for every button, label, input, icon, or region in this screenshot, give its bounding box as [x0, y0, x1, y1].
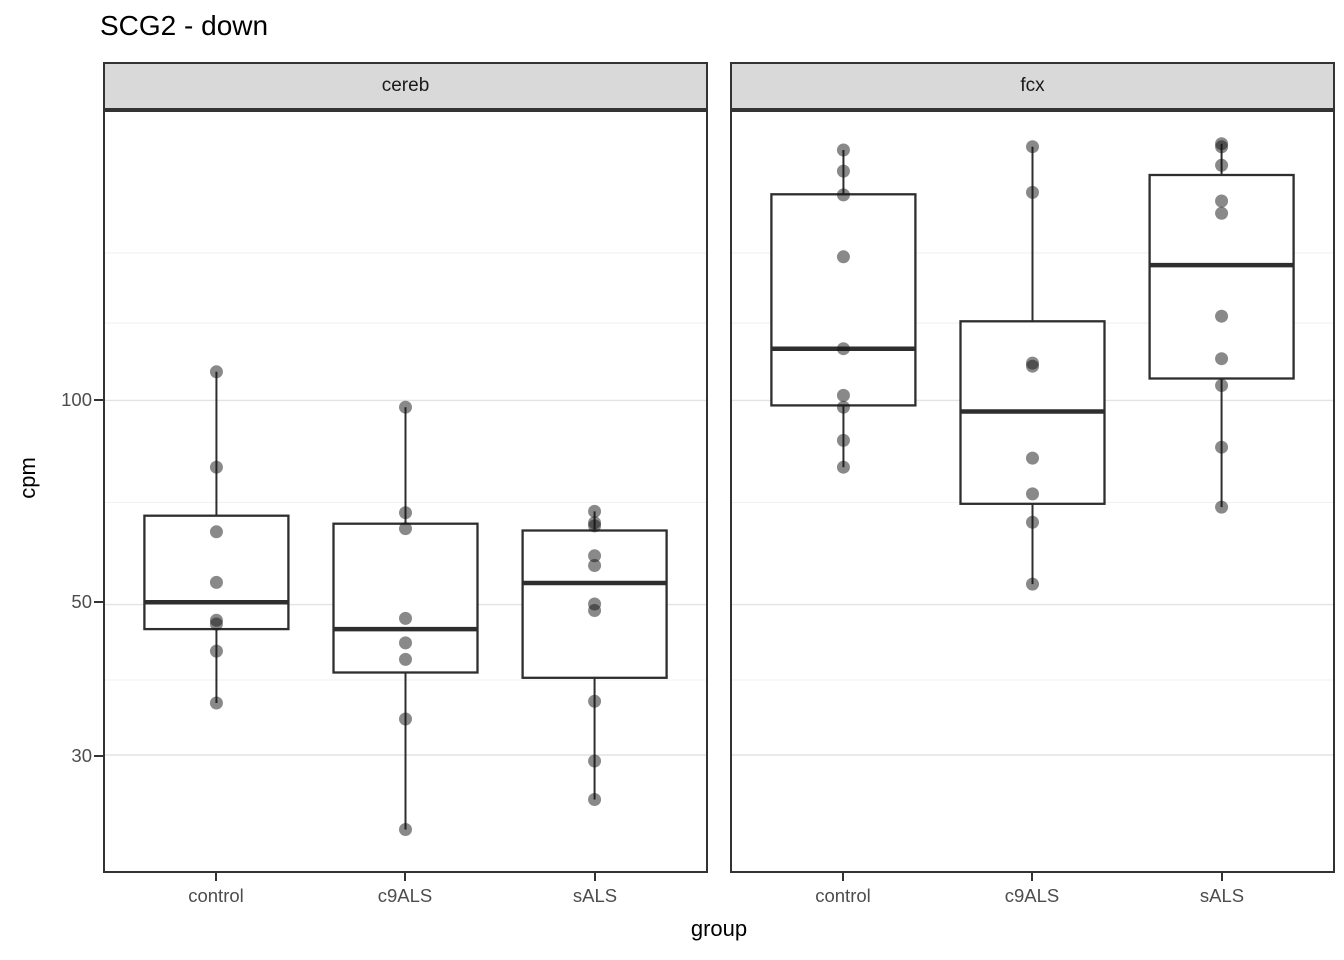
- y-tick-mark: [94, 399, 103, 401]
- box: [770, 193, 917, 407]
- x-tick-label: control: [815, 885, 871, 906]
- x-tick-mark: [404, 873, 406, 881]
- data-point: [588, 504, 602, 518]
- y-tick-mark: [94, 755, 103, 757]
- x-tick-label: sALS: [572, 885, 618, 906]
- data-point: [1215, 379, 1229, 392]
- box: [332, 522, 479, 674]
- panel-border: [730, 110, 1335, 873]
- data-point: [1026, 577, 1039, 591]
- data-point: [588, 694, 602, 708]
- data-point: [209, 696, 223, 710]
- facet-strip-label: cereb: [381, 75, 430, 96]
- panel-border: [103, 110, 708, 873]
- x-tick-mark: [215, 873, 217, 881]
- data-point: [588, 559, 602, 572]
- data-point: [1215, 158, 1229, 172]
- data-point: [836, 433, 850, 447]
- x-tick-label: c9ALS: [1004, 885, 1060, 906]
- data-point: [1026, 515, 1039, 529]
- y-tick-label: 100: [61, 389, 92, 410]
- data-point: [399, 611, 412, 625]
- data-point: [209, 365, 223, 379]
- x-tick-mark: [842, 873, 844, 881]
- x-tick-label: c9ALS: [377, 885, 433, 906]
- data-point: [209, 525, 223, 539]
- data-point: [1026, 359, 1039, 373]
- y-tick-mark: [94, 601, 103, 603]
- data-point: [836, 164, 850, 178]
- data-point: [1215, 500, 1229, 514]
- y-axis-title: cpm: [15, 457, 40, 499]
- data-point: [588, 604, 602, 617]
- data-point: [399, 522, 412, 536]
- data-point: [209, 460, 223, 474]
- data-point: [588, 519, 602, 533]
- data-point: [399, 636, 412, 650]
- data-point: [209, 644, 223, 658]
- data-point: [1026, 185, 1039, 199]
- data-point: [1026, 140, 1039, 154]
- boxplot-panel-cereb: [103, 110, 708, 873]
- data-point: [836, 388, 850, 402]
- data-point: [1026, 487, 1039, 501]
- data-point: [588, 549, 602, 563]
- y-tick-label: 50: [71, 591, 92, 612]
- data-point: [399, 400, 412, 414]
- chart-title: SCG2 - down: [100, 10, 269, 41]
- y-tick-label: 30: [71, 745, 92, 766]
- data-point: [399, 652, 412, 666]
- x-tick-mark: [1031, 873, 1033, 881]
- x-tick-label: control: [188, 885, 244, 906]
- data-point: [1026, 451, 1039, 465]
- data-point: [209, 575, 223, 589]
- facet-strip-cereb: cereb: [103, 62, 708, 110]
- data-point: [588, 793, 602, 806]
- data-point: [1215, 352, 1229, 366]
- facet-strip-label: fcx: [1020, 75, 1045, 96]
- data-point: [836, 188, 850, 202]
- data-point: [836, 342, 850, 356]
- data-point: [209, 617, 223, 631]
- data-point: [399, 712, 412, 726]
- data-point: [588, 754, 602, 768]
- data-point: [836, 250, 850, 264]
- data-point: [1215, 206, 1229, 220]
- data-point: [836, 400, 850, 414]
- data-point: [836, 143, 850, 157]
- data-point: [1215, 440, 1229, 454]
- boxplot-panel-fcx: [730, 110, 1335, 873]
- data-point: [399, 506, 412, 520]
- x-tick-mark: [594, 873, 596, 881]
- data-point: [1215, 140, 1229, 154]
- x-tick-label: sALS: [1199, 885, 1245, 906]
- data-point: [1215, 309, 1229, 323]
- x-tick-mark: [1221, 873, 1223, 881]
- data-point: [836, 460, 850, 474]
- data-point: [1215, 194, 1229, 208]
- data-point: [399, 823, 412, 836]
- x-axis-title: group: [690, 916, 748, 941]
- facet-strip-fcx: fcx: [730, 62, 1335, 110]
